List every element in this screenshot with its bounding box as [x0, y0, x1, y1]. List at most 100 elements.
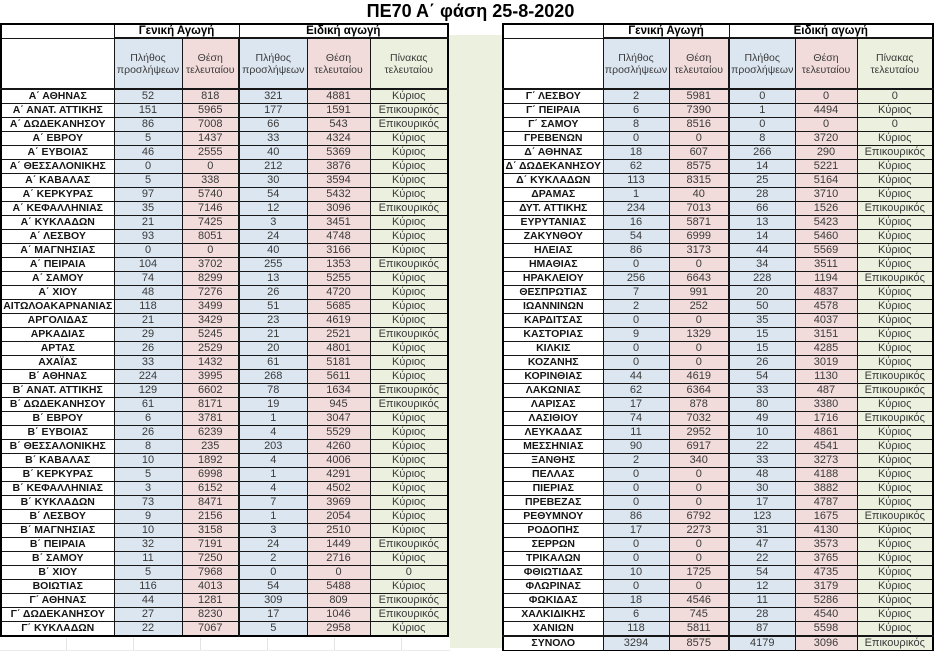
- last-table-cell: Επικουρικός: [856, 635, 934, 651]
- general-hires-cell: 0: [602, 341, 670, 356]
- row-label-cell: ΑΡΤΑΣ: [0, 341, 115, 356]
- general-last-position-cell: 0: [668, 257, 730, 272]
- general-hires-cell: 17: [602, 523, 670, 538]
- table-row: ΗΛΕΙΑΣ 86 3173 44 5569 Κύριος: [502, 243, 934, 258]
- table-row: Β΄ ΠΕΙΡΑΙΑ 32 7191 24 1449 Επικουρικός: [0, 537, 449, 552]
- special-hires-cell: 40: [238, 243, 308, 258]
- tables-container: Γενική Αγωγή Ειδική αγωγή Πλήθος προσλήψ…: [0, 23, 941, 651]
- general-hires-cell: 118: [113, 299, 183, 314]
- row-label-cell: Α΄ ΜΑΓΝΗΣΙΑΣ: [0, 243, 115, 258]
- general-last-position-cell: 8051: [181, 229, 240, 244]
- special-hires-cell: 24: [238, 229, 308, 244]
- left-table: Γενική Αγωγή Ειδική αγωγή Πλήθος προσλήψ…: [0, 23, 449, 637]
- general-hires-cell: 11: [602, 425, 670, 440]
- special-last-position-cell: 1675: [794, 509, 858, 524]
- last-table-cell: Κύριος: [856, 551, 934, 566]
- general-last-position-cell: 7390: [668, 103, 730, 118]
- general-hires-cell: 0: [602, 551, 670, 566]
- special-hires-cell: 31: [728, 523, 796, 538]
- special-hires-cell: 26: [238, 285, 308, 300]
- general-hires-cell: 10: [602, 565, 670, 580]
- row-label-cell: Α΄ ΣΑΜΟΥ: [0, 271, 115, 286]
- last-table-cell: Κύριος: [369, 215, 449, 230]
- special-last-position-cell: 5255: [306, 271, 371, 286]
- table-row: ΡΟΔΟΠΗΣ 17 2273 31 4130 Κύριος: [502, 523, 934, 538]
- last-table-cell: Επικουρικός: [369, 607, 449, 622]
- special-hires-cell: 23: [238, 313, 308, 328]
- row-label-cell: Δ΄ ΔΩΔΕΚΑΝΗΣΟΥ: [502, 159, 604, 174]
- table-row: Β΄ ΚΕΡΚΥΡΑΣ 5 6998 1 4291 Κύριος: [0, 467, 449, 482]
- general-hires-cell: 1: [602, 187, 670, 202]
- last-table-cell: Κύριος: [856, 495, 934, 510]
- special-last-position-cell: 5164: [794, 173, 858, 188]
- row-label-cell: ΤΡΙΚΑΛΩΝ: [502, 551, 604, 566]
- row-label-cell: Β΄ ΚΥΚΛΑΔΩΝ: [0, 495, 115, 510]
- general-last-position-cell: 745: [668, 607, 730, 622]
- table-row: ΧΑΛΚΙΔΙΚΗΣ 6 745 28 4540 Κύριος: [502, 607, 934, 622]
- special-last-position-cell: 2510: [306, 523, 371, 538]
- general-hires-cell: 54: [602, 229, 670, 244]
- special-last-position-cell: 5611: [306, 369, 371, 384]
- last-table-cell: Επικουρικός: [856, 509, 934, 524]
- special-hires-cell: 25: [728, 173, 796, 188]
- row-label-cell: Α΄ ΚΕΦΑΛΛΗΝΙΑΣ: [0, 201, 115, 216]
- special-hires-cell: 26: [728, 355, 796, 370]
- general-hires-cell: 224: [113, 369, 183, 384]
- last-table-cell: Κύριος: [856, 439, 934, 454]
- table-row: Β΄ ΣΑΜΟΥ 11 7250 2 2716 Κύριος: [0, 551, 449, 566]
- special-hires-cell: 12: [238, 201, 308, 216]
- special-hires-cell: 11: [728, 593, 796, 608]
- general-last-position-cell: 0: [668, 313, 730, 328]
- table-row: ΧΑΝΙΩΝ 118 5811 87 5598 Κύριος: [502, 621, 934, 637]
- table-row: Α΄ ΣΑΜΟΥ 74 8299 13 5255 Κύριος: [0, 271, 449, 286]
- hires-count-header: Πλήθος προσλήψεων: [113, 37, 183, 90]
- last-table-cell: Κύριος: [369, 355, 449, 370]
- special-hires-cell: 228: [728, 271, 796, 286]
- special-hires-cell: 309: [238, 593, 308, 608]
- special-last-position-cell: 4619: [306, 313, 371, 328]
- general-last-position-cell: 1432: [181, 355, 240, 370]
- special-last-position-cell: 5488: [306, 579, 371, 594]
- general-hires-cell: 32: [113, 537, 183, 552]
- general-last-position-cell: 7008: [181, 117, 240, 132]
- special-last-position-cell: 5685: [306, 299, 371, 314]
- special-hires-cell: 20: [238, 341, 308, 356]
- last-table-cell: Κύριος: [369, 495, 449, 510]
- special-education-header: Ειδική αγωγή: [238, 23, 449, 39]
- special-last-position-cell: 3511: [794, 257, 858, 272]
- row-label-cell: Γ΄ ΚΥΚΛΑΔΩΝ: [0, 621, 115, 637]
- row-label-cell: Γ΄ ΠΕΙΡΑΙΑ: [502, 103, 604, 118]
- special-last-position-cell: 3166: [306, 243, 371, 258]
- table-row: ΦΘΙΩΤΙΔΑΣ 10 1725 54 4735 Κύριος: [502, 565, 934, 580]
- general-last-position-cell: 2529: [181, 341, 240, 356]
- row-label-cell: Γ΄ ΑΘΗΝΑΣ: [0, 593, 115, 608]
- special-last-position-cell: 1716: [794, 411, 858, 426]
- special-hires-cell: 17: [728, 495, 796, 510]
- general-hires-cell: 16: [602, 215, 670, 230]
- general-hires-cell: 48: [113, 285, 183, 300]
- special-hires-cell: 33: [728, 383, 796, 398]
- special-last-position-cell: 2054: [306, 509, 371, 524]
- special-last-position-cell: 3151: [794, 327, 858, 342]
- special-last-position-cell: 4188: [794, 467, 858, 482]
- special-hires-cell: 0: [728, 117, 796, 132]
- general-last-position-cell: 4619: [668, 369, 730, 384]
- special-hires-cell: 54: [728, 565, 796, 580]
- general-last-position-cell: 4013: [181, 579, 240, 594]
- table-row: Β΄ ΧΙΟΥ 5 7968 0 0 0: [0, 565, 449, 580]
- last-table-header: Πίνακας τελευταίου: [856, 37, 934, 90]
- row-label-cell: ΔΥΤ. ΑΤΤΙΚΗΣ: [502, 201, 604, 216]
- general-hires-cell: 129: [113, 383, 183, 398]
- row-label-cell: ΓΡΕΒΕΝΩΝ: [502, 131, 604, 146]
- table-row: Β΄ ΚΕΦΑΛΛΗΝΙΑΣ 3 6152 4 4502 Κύριος: [0, 481, 449, 496]
- special-hires-cell: 0: [728, 88, 796, 104]
- general-last-position-cell: 818: [181, 88, 240, 104]
- general-hires-cell: 86: [113, 117, 183, 132]
- last-table-cell: Επικουρικός: [369, 103, 449, 118]
- last-table-cell: Κύριος: [369, 425, 449, 440]
- special-hires-cell: 47: [728, 537, 796, 552]
- last-table-cell: Κύριος: [856, 341, 934, 356]
- general-last-position-cell: 6239: [181, 425, 240, 440]
- general-hires-cell: 3: [113, 481, 183, 496]
